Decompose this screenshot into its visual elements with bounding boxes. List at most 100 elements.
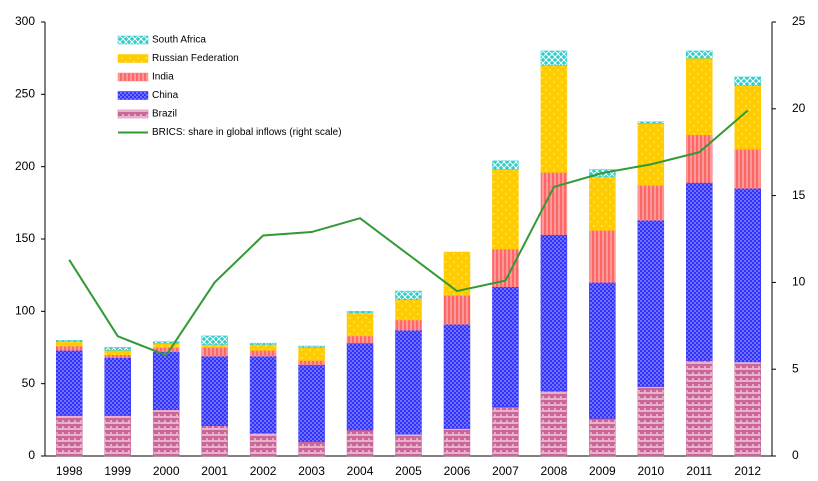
x-tick-label: 1998	[56, 464, 83, 478]
x-tick-label: 2011	[686, 464, 712, 478]
bar-segment	[686, 182, 713, 361]
legend-swatch	[117, 54, 149, 63]
bar-segment	[249, 355, 277, 434]
bar-segment	[249, 344, 277, 351]
bar-segment	[104, 357, 131, 416]
bar-segment	[492, 286, 519, 408]
bar-segment	[152, 351, 180, 410]
bar-segment	[249, 342, 277, 345]
bar-segment	[346, 335, 374, 344]
bar-segment	[201, 425, 228, 457]
bar-segment	[540, 65, 568, 173]
bar-segment	[346, 342, 374, 431]
legend-swatch	[117, 35, 149, 45]
bar-segment	[395, 329, 422, 435]
y-tick-label: 50	[22, 376, 36, 390]
bar-segment	[443, 428, 471, 457]
bar-segment	[346, 429, 374, 457]
x-tick-label: 2012	[734, 464, 761, 478]
bar-segment	[201, 355, 228, 426]
x-tick-label: 2008	[541, 464, 568, 478]
bar-segment	[298, 345, 325, 348]
bar-segment	[637, 121, 665, 124]
line	[68, 109, 749, 357]
bar-segment	[589, 176, 616, 231]
y2-tick-label: 0	[792, 448, 799, 462]
bar-segment	[492, 160, 519, 170]
bar-segment	[443, 295, 471, 325]
bar-segment	[734, 188, 762, 363]
bar-segment	[395, 299, 422, 321]
x-tick-label: 2005	[395, 464, 422, 478]
y2-tick-label: 15	[792, 188, 806, 202]
bar-segment	[637, 123, 665, 186]
y2-tick-label: 5	[792, 361, 799, 375]
legend-swatch	[117, 91, 149, 100]
bar-segment	[104, 415, 131, 457]
bar-segment	[637, 219, 665, 387]
y-tick-label: 150	[15, 231, 35, 245]
bar-segment	[201, 347, 228, 357]
x-tick-label: 2001	[201, 464, 228, 478]
bar-segment	[637, 386, 665, 457]
y-tick-label: 250	[15, 87, 35, 101]
bar-segment	[346, 312, 374, 337]
legend-label: India	[152, 72, 174, 83]
bar-segment	[686, 50, 713, 59]
x-tick-label: 2004	[347, 464, 374, 478]
legend-label: BRICS: share in global inflows (right sc…	[152, 127, 342, 138]
bar-segment	[395, 434, 422, 457]
bar-segment	[492, 169, 519, 250]
bar-segment	[734, 149, 762, 189]
bar-segment	[686, 360, 713, 457]
y-tick-label: 0	[28, 448, 35, 462]
bar-segment	[540, 50, 568, 66]
y2-tick-label: 10	[792, 275, 806, 289]
bar-segment	[55, 341, 83, 347]
bar-segment	[152, 342, 180, 348]
legend-label: Brazil	[152, 109, 177, 120]
bar-segment	[298, 347, 325, 361]
bar-segment	[443, 251, 471, 296]
bar-segment	[298, 441, 325, 457]
y-tick-label: 200	[15, 159, 35, 173]
y-tick-label: 300	[15, 14, 35, 28]
bar-segment	[249, 350, 277, 357]
x-tick-label: 2000	[153, 464, 180, 478]
bar-segment	[152, 341, 180, 344]
legend-label: South Africa	[152, 35, 206, 46]
bar-segment	[104, 350, 131, 355]
bar-segment	[346, 311, 374, 314]
x-tick-label: 2010	[637, 464, 664, 478]
bar-segment	[395, 290, 422, 301]
legend-swatch	[117, 72, 149, 82]
bar-segment	[589, 230, 616, 283]
bar-segment	[443, 324, 471, 429]
bar-segment	[152, 409, 180, 457]
legend-label: China	[152, 90, 179, 101]
x-tick-label: 2002	[250, 464, 277, 478]
bar-segment	[686, 57, 713, 136]
bar-segment	[298, 360, 325, 366]
bar-segment	[201, 344, 228, 348]
y2-tick-label: 20	[792, 101, 806, 115]
x-tick-label: 2009	[589, 464, 616, 478]
y-tick-label: 100	[15, 304, 35, 318]
bar-segment	[55, 350, 83, 416]
bar-segment	[201, 335, 228, 345]
bar-segment	[298, 364, 325, 442]
bar-segment	[637, 185, 665, 221]
legend-swatch	[117, 109, 149, 119]
bar-segment	[540, 234, 568, 392]
bar-segment	[55, 415, 83, 457]
bar-segment	[686, 134, 713, 183]
bar-segment	[104, 347, 131, 351]
bar-segment	[395, 319, 422, 331]
x-tick-label: 2006	[444, 464, 471, 478]
bar-segment	[540, 390, 568, 457]
bar-segment	[589, 418, 616, 457]
x-tick-label: 1999	[104, 464, 131, 478]
bar-segment	[734, 76, 762, 86]
bar-segment	[55, 340, 83, 342]
